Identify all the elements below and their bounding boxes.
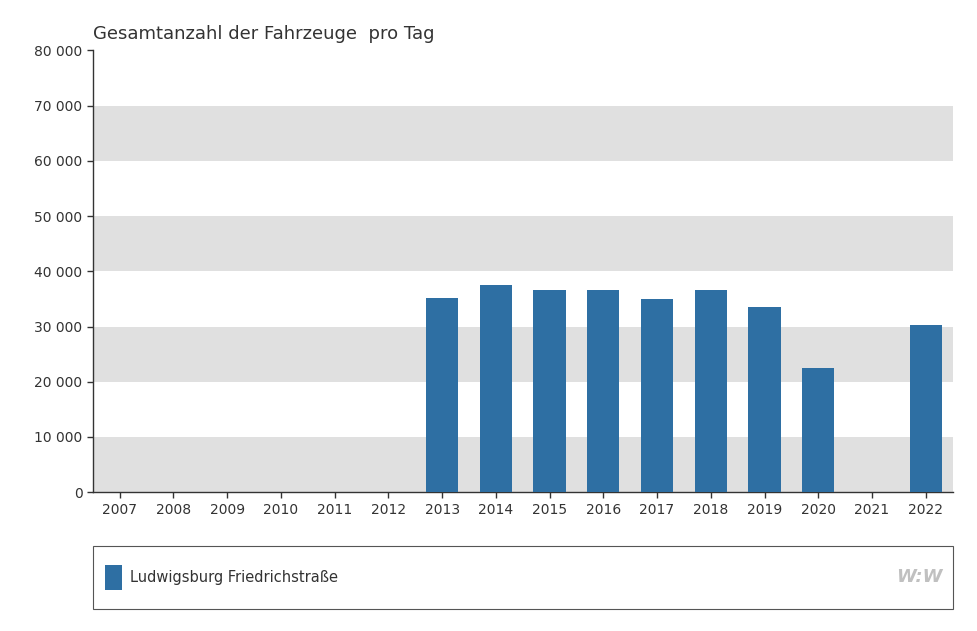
Bar [641, 299, 673, 492]
Bar [93, 271, 953, 327]
Bar [748, 307, 781, 492]
Text: Ludwigsburg Friedrichstraße: Ludwigsburg Friedrichstraße [130, 570, 338, 585]
Bar [480, 285, 512, 492]
Bar [426, 298, 458, 492]
Bar [695, 290, 727, 492]
Bar [802, 368, 834, 492]
Bar [93, 105, 953, 161]
Bar [93, 437, 953, 492]
Bar [93, 382, 953, 437]
Text: W:W: W:W [896, 569, 943, 586]
Text: Gesamtanzahl der Fahrzeuge  pro Tag: Gesamtanzahl der Fahrzeuge pro Tag [93, 25, 435, 44]
Bar [93, 50, 953, 105]
Bar [910, 326, 942, 492]
Bar [93, 161, 953, 216]
Bar [93, 327, 953, 382]
Bar [533, 290, 566, 492]
Bar [93, 216, 953, 271]
Bar [587, 290, 619, 492]
